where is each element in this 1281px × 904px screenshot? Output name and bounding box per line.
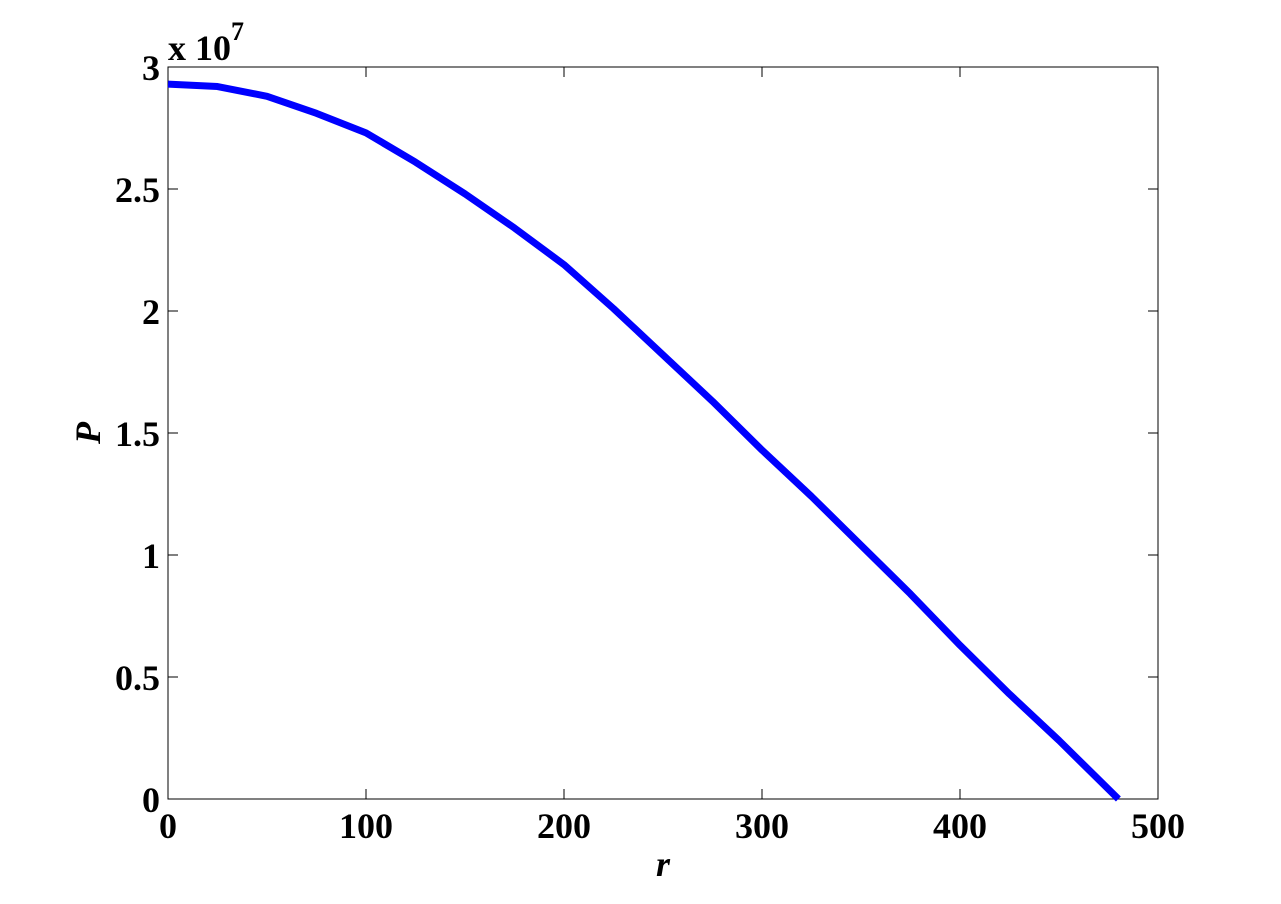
x-tick-label: 300: [735, 806, 789, 846]
x-tick-label: 200: [537, 806, 591, 846]
y-multiplier: x 107: [168, 17, 244, 68]
x-axis-label: r: [656, 844, 671, 884]
y-axis-label: P: [68, 421, 108, 445]
y-tick-label: 3: [142, 48, 160, 88]
multiplier-text: x 10: [168, 28, 231, 68]
y-tick-label: 1.5: [115, 414, 160, 454]
y-tick-label: 0.5: [115, 658, 160, 698]
multiplier-exponent: 7: [231, 17, 244, 46]
x-tick-label: 400: [933, 806, 987, 846]
x-tick-label: 500: [1131, 806, 1185, 846]
data-line: [167, 80, 1121, 802]
x-tick-label: 0: [159, 806, 177, 846]
y-tick-label: 0: [142, 780, 160, 820]
y-tick-label: 2: [142, 292, 160, 332]
y-tick-label: 1: [142, 536, 160, 576]
x-tick-label: 100: [339, 806, 393, 846]
y-tick-label: 2.5: [115, 170, 160, 210]
